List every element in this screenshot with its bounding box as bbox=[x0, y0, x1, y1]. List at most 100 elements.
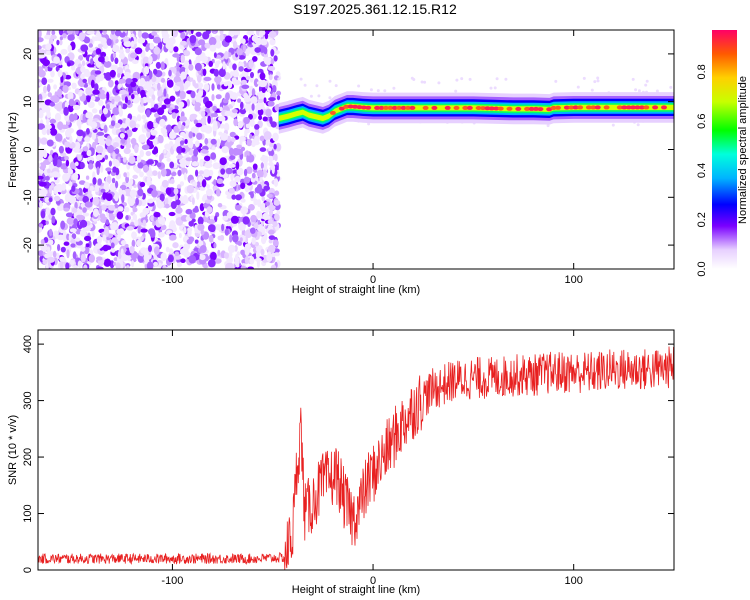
noise-blob bbox=[140, 247, 148, 254]
noise-blob bbox=[247, 266, 255, 269]
ridge-core bbox=[537, 107, 544, 112]
noise-blob bbox=[38, 137, 41, 146]
noise-blob bbox=[41, 128, 47, 136]
noise-blob bbox=[46, 128, 50, 136]
ridge-core bbox=[493, 106, 500, 111]
noise-blob bbox=[199, 254, 206, 261]
noise-blob bbox=[200, 110, 206, 118]
noise-blob bbox=[85, 127, 90, 135]
noise-blob bbox=[141, 144, 150, 151]
noise-blob bbox=[173, 254, 182, 260]
noise-blob bbox=[72, 104, 81, 111]
snr-x-tick-label: 100 bbox=[565, 575, 583, 587]
noise-blob bbox=[273, 178, 279, 187]
noise-blob bbox=[141, 114, 147, 120]
noise-blob bbox=[80, 161, 85, 170]
noise-blob bbox=[146, 131, 151, 139]
noise-blob bbox=[210, 138, 217, 145]
noise-blob bbox=[237, 241, 242, 246]
noise-blob bbox=[74, 30, 79, 35]
noise-blob bbox=[267, 251, 272, 256]
noise-blob bbox=[243, 176, 251, 184]
noise-blob bbox=[156, 162, 162, 168]
noise-blob bbox=[209, 44, 217, 52]
noise-blob bbox=[178, 232, 182, 239]
noise-blob bbox=[197, 90, 203, 98]
noise-blob bbox=[46, 118, 50, 125]
snr-y-axis-label: SNR (10 * v/v) bbox=[7, 415, 19, 485]
faint-speckle bbox=[611, 123, 615, 127]
page-title: S197.2025.361.12.15.R12 bbox=[293, 1, 457, 17]
noise-blob bbox=[54, 112, 62, 122]
noise-blob bbox=[47, 78, 54, 83]
noise-blob bbox=[50, 207, 56, 216]
noise-blob bbox=[145, 75, 151, 83]
noise-blob bbox=[99, 93, 107, 100]
noise-blob bbox=[44, 51, 52, 55]
noise-blob bbox=[198, 170, 204, 175]
noise-blob bbox=[261, 155, 266, 162]
noise-blob bbox=[246, 155, 250, 163]
noise-blob bbox=[254, 124, 260, 130]
ridge-core bbox=[462, 105, 469, 110]
faint-speckle bbox=[392, 86, 396, 90]
noise-blob bbox=[113, 261, 117, 266]
noise-blob bbox=[218, 68, 226, 78]
noise-blob bbox=[266, 253, 273, 262]
noise-blob bbox=[239, 135, 246, 142]
noise-blob bbox=[246, 166, 253, 174]
noise-blob bbox=[244, 243, 251, 250]
noise-blob bbox=[208, 169, 214, 177]
noise-blob bbox=[223, 122, 230, 132]
noise-blob bbox=[45, 43, 52, 51]
noise-blob bbox=[61, 182, 67, 191]
noise-blob bbox=[255, 103, 263, 111]
ridge-core bbox=[374, 105, 381, 110]
noise-blob bbox=[194, 105, 201, 112]
noise-blob bbox=[172, 242, 179, 249]
noise-blob bbox=[158, 199, 162, 205]
noise-blob bbox=[111, 177, 116, 184]
noise-blob bbox=[183, 172, 187, 181]
noise-blob bbox=[101, 204, 107, 211]
noise-blob bbox=[38, 66, 44, 72]
noise-blob bbox=[69, 135, 73, 144]
noise-blob bbox=[62, 85, 69, 93]
noise-blob bbox=[94, 70, 102, 75]
noise-blob bbox=[153, 211, 161, 218]
noise-blob bbox=[206, 184, 210, 189]
ridge-core bbox=[422, 105, 429, 110]
noise-blob bbox=[200, 229, 205, 235]
noise-blob bbox=[38, 250, 44, 257]
noise-blob bbox=[265, 201, 270, 207]
ridge-core bbox=[506, 106, 513, 111]
noise-blob bbox=[177, 169, 182, 177]
noise-blob bbox=[238, 222, 246, 231]
noise-blob bbox=[105, 219, 110, 226]
noise-blob bbox=[193, 148, 199, 157]
snr-line-layer bbox=[38, 346, 674, 570]
noise-blob bbox=[221, 223, 225, 232]
noise-blob bbox=[176, 62, 180, 68]
noise-blob bbox=[225, 262, 233, 269]
ridge-core bbox=[444, 105, 451, 110]
noise-blob bbox=[167, 79, 174, 88]
noise-blob bbox=[160, 77, 166, 83]
noise-blob bbox=[75, 237, 81, 242]
noise-blob bbox=[98, 99, 104, 106]
faint-speckle bbox=[593, 80, 597, 84]
noise-blob bbox=[162, 264, 167, 269]
spectrogram-y-tick-label: 0 bbox=[22, 146, 34, 152]
snr-y-tick-label: 100 bbox=[22, 504, 34, 522]
noise-blob bbox=[166, 157, 171, 162]
noise-blob bbox=[230, 137, 236, 143]
noise-blob bbox=[85, 87, 93, 96]
noise-blob bbox=[115, 262, 121, 269]
ridge-core bbox=[475, 106, 482, 110]
noise-blob bbox=[272, 132, 279, 142]
noise-blob bbox=[48, 154, 53, 163]
noise-blob bbox=[100, 37, 107, 46]
noise-blob bbox=[276, 210, 281, 215]
noise-blob bbox=[88, 254, 96, 263]
noise-blob bbox=[250, 227, 256, 234]
